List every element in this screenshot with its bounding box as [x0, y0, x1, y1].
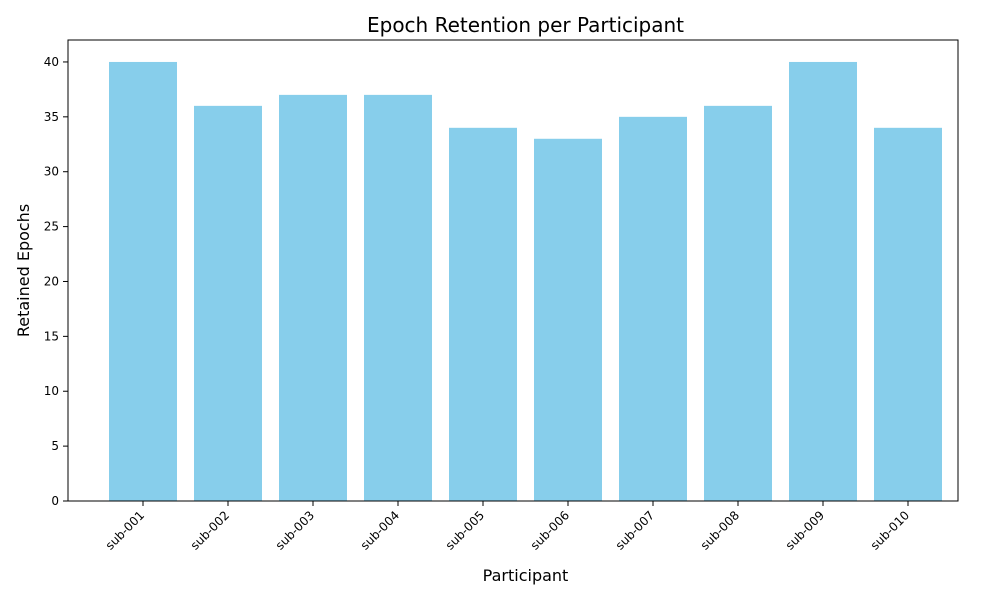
y-tick-label: 20: [44, 274, 59, 288]
y-tick-label: 30: [44, 165, 59, 179]
plot-frame: [67, 39, 959, 502]
bar-sub-001: [109, 61, 177, 501]
bars-group: [109, 61, 942, 502]
x-axis-title: Participant: [483, 566, 569, 585]
bar-sub-002: [194, 105, 262, 501]
bar-sub-007: [619, 116, 687, 501]
bar-sub-004: [364, 94, 432, 501]
bar-sub-006: [534, 138, 602, 502]
y-tick-label: 0: [51, 494, 59, 508]
y-tick-label: 5: [51, 439, 59, 453]
bar-sub-005: [449, 127, 517, 502]
bar-sub-003: [279, 94, 347, 501]
y-tick-label: 10: [44, 384, 59, 398]
bar-sub-009: [789, 61, 857, 501]
bar-sub-010: [874, 127, 942, 502]
y-tick-label: 40: [44, 55, 59, 69]
y-tick-label: 35: [44, 110, 59, 124]
y-tick-label: 25: [44, 220, 59, 234]
y-tick-label: 15: [44, 329, 59, 343]
y-axis-title: Retained Epochs: [14, 204, 33, 337]
chart-title: Epoch Retention per Participant: [367, 13, 684, 37]
bar-sub-008: [704, 105, 772, 501]
y-axis-ticks: 0 5 10 15 20 25 30 35 40: [44, 55, 68, 508]
